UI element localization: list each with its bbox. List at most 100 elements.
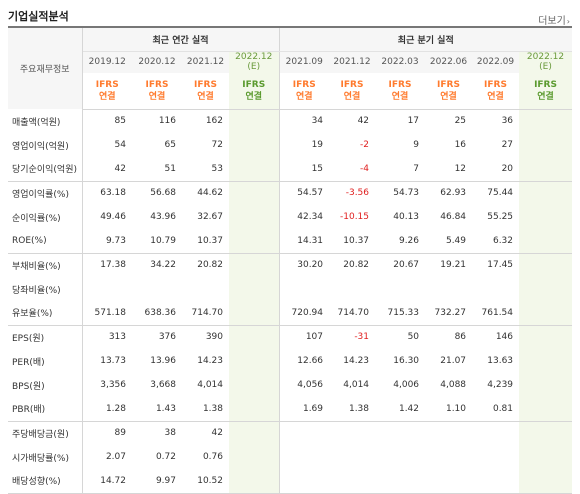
quarter-cell [472,445,519,469]
annual-cell: 9.73 [105,235,126,246]
row-label: ROE(%) [8,229,83,253]
annual-cell: 116 [158,116,176,127]
quarter-cell: 10.37 [343,235,370,246]
period-header-estimate: 2022.12 (E) [519,51,573,73]
row-label: 영업이익률(%) [8,180,83,205]
quarter-cell: 46.84 [440,212,467,222]
annual-cell: 10.37 [197,235,223,246]
quarter-cell: 1.10 [445,403,467,414]
quarter-estimate-cell [519,349,573,373]
ifrs-line1: IFRS [388,79,412,90]
annual-cell: 1.43 [155,403,176,414]
annual-cell: 65 [164,140,176,150]
label-header: 주요재무정보 [8,26,83,109]
quarter-cell: 715.33 [387,307,420,318]
table-row: BPS(원) 3,356 3,668 4,014 4,056 4,014 4,006 4,08… [8,373,573,397]
ifrs-line2: 연결 [487,91,504,102]
quarter-cell: 50 [375,324,426,349]
quarter-cell: 21.07 [440,356,467,366]
table-row: EPS(원) 313 376 390 107 -31 50 86 146 [8,324,573,349]
ifrs-label: IFRS 연결 [82,73,132,110]
table-row: 영업이익률(%) 63.18 56.68 44.62 54.57 -3.56 54.73 62… [8,180,573,205]
ifrs-label: IFRS 연결 [229,73,280,110]
row-label: 배당성향(%) [8,469,83,494]
table-row: PBR(배) 1.28 1.43 1.38 1.69 1.38 1.42 1.10 0.81 [8,397,573,421]
quarter-estimate-cell [519,397,573,421]
quarter-cell: 12 [454,163,467,174]
quarter-cell [472,469,520,494]
chevron-right-icon: › [566,17,570,26]
quarter-cell: 1.42 [398,403,420,414]
quarter-estimate-cell [519,229,573,253]
annual-cell [182,277,229,301]
ifrs-line1: IFRS [534,79,557,90]
annual-estimate-cell [229,277,280,301]
quarter-cell [329,445,375,469]
annual-estimate-cell [229,349,280,373]
quarter-estimate-cell [519,420,573,445]
row-label: 시가배당률(%) [8,445,83,469]
quarter-estimate-cell [519,205,573,229]
quarter-estimate-cell [519,469,573,494]
annual-cell: 1.38 [202,403,223,414]
ifrs-line1: IFRS [194,79,217,90]
annual-group-header: 최근 연간 실적 [82,26,280,52]
quarter-cell: 146 [472,324,520,349]
quarter-cell [279,445,329,469]
ifrs-line2: 연결 [148,91,166,102]
annual-cell: 638.36 [144,307,177,318]
quarter-cell: 14.31 [297,235,324,246]
header-group-row: 주요재무정보 최근 연간 실적 최근 분기 실적 [8,26,573,109]
annual-cell: 63.18 [82,180,132,205]
row-label: BPS(원) [8,373,83,397]
period-header: 2021.09 [279,51,330,73]
annual-estimate-cell [229,373,280,397]
annual-cell [82,277,132,301]
row-label: 유보율(%) [8,301,83,325]
period-estimate-line1: 2022.12 [235,52,273,63]
more-link[interactable]: 더보기› [538,12,570,27]
financial-table: 주요재무정보 최근 연간 실적 최근 분기 실적 2019.12 2020.12 2… [8,26,573,494]
quarter-cell: 13.63 [487,356,514,366]
quarter-cell: 19.21 [425,252,473,277]
ifrs-line2: 연결 [343,91,361,102]
annual-cell: 85 [114,116,126,127]
annual-cell: 3,356 [100,380,126,390]
table-row: 시가배당률(%) 2.07 0.72 0.76 [8,445,573,469]
quarter-cell [472,420,520,445]
ifrs-line1: IFRS [340,79,364,90]
table-row: 배당성향(%) 14.72 9.97 10.52 [8,469,573,494]
table-row: PER(배) 13.73 13.96 14.23 12.66 14.23 16.30 21.0… [8,349,573,373]
quarter-cell: 19 [311,140,324,150]
quarter-cell: 15 [311,163,324,174]
more-label: 더보기 [538,16,566,27]
table-row: 순이익률(%) 49.46 43.96 32.67 42.34 -10.15 40.13 46… [8,205,573,229]
table-row: 부채비율(%) 17.38 34.22 20.82 30.20 20.82 20.67 19.… [8,252,573,277]
table-row: 영업이익(억원) 54 65 72 19 -2 9 16 27 [8,133,573,157]
quarter-cell [425,445,472,469]
annual-cell: 714.70 [191,307,224,318]
annual-cell: 17.38 [82,252,132,277]
quarter-cell: -10.15 [340,212,370,222]
ifrs-line2: 연결 [440,91,457,102]
period-header: 2022.03 [375,51,426,73]
annual-cell: 54 [114,140,126,150]
annual-cell: 51 [164,163,176,174]
annual-cell: 390 [182,324,229,349]
quarter-cell: 40.13 [393,212,420,222]
quarter-cell [425,420,473,445]
period-header: 2021.12 [329,51,376,73]
row-label: 영업이익(억원) [8,133,83,157]
quarter-cell [425,469,473,494]
row-label: 순이익률(%) [8,205,83,229]
annual-estimate-cell [229,469,280,494]
annual-estimate-cell [229,252,280,277]
quarter-cell: -31 [329,324,376,349]
quarter-cell: 42.34 [297,212,324,222]
table-row: ROE(%) 9.73 10.79 10.37 14.31 10.37 9.26 5.49 6.… [8,229,573,253]
row-label: 당좌비율(%) [8,277,83,301]
ifrs-label: IFRS 연결 [279,73,330,110]
annual-cell: 72 [211,140,223,150]
annual-cell: 42 [114,163,126,174]
annual-cell: 38 [132,420,182,445]
